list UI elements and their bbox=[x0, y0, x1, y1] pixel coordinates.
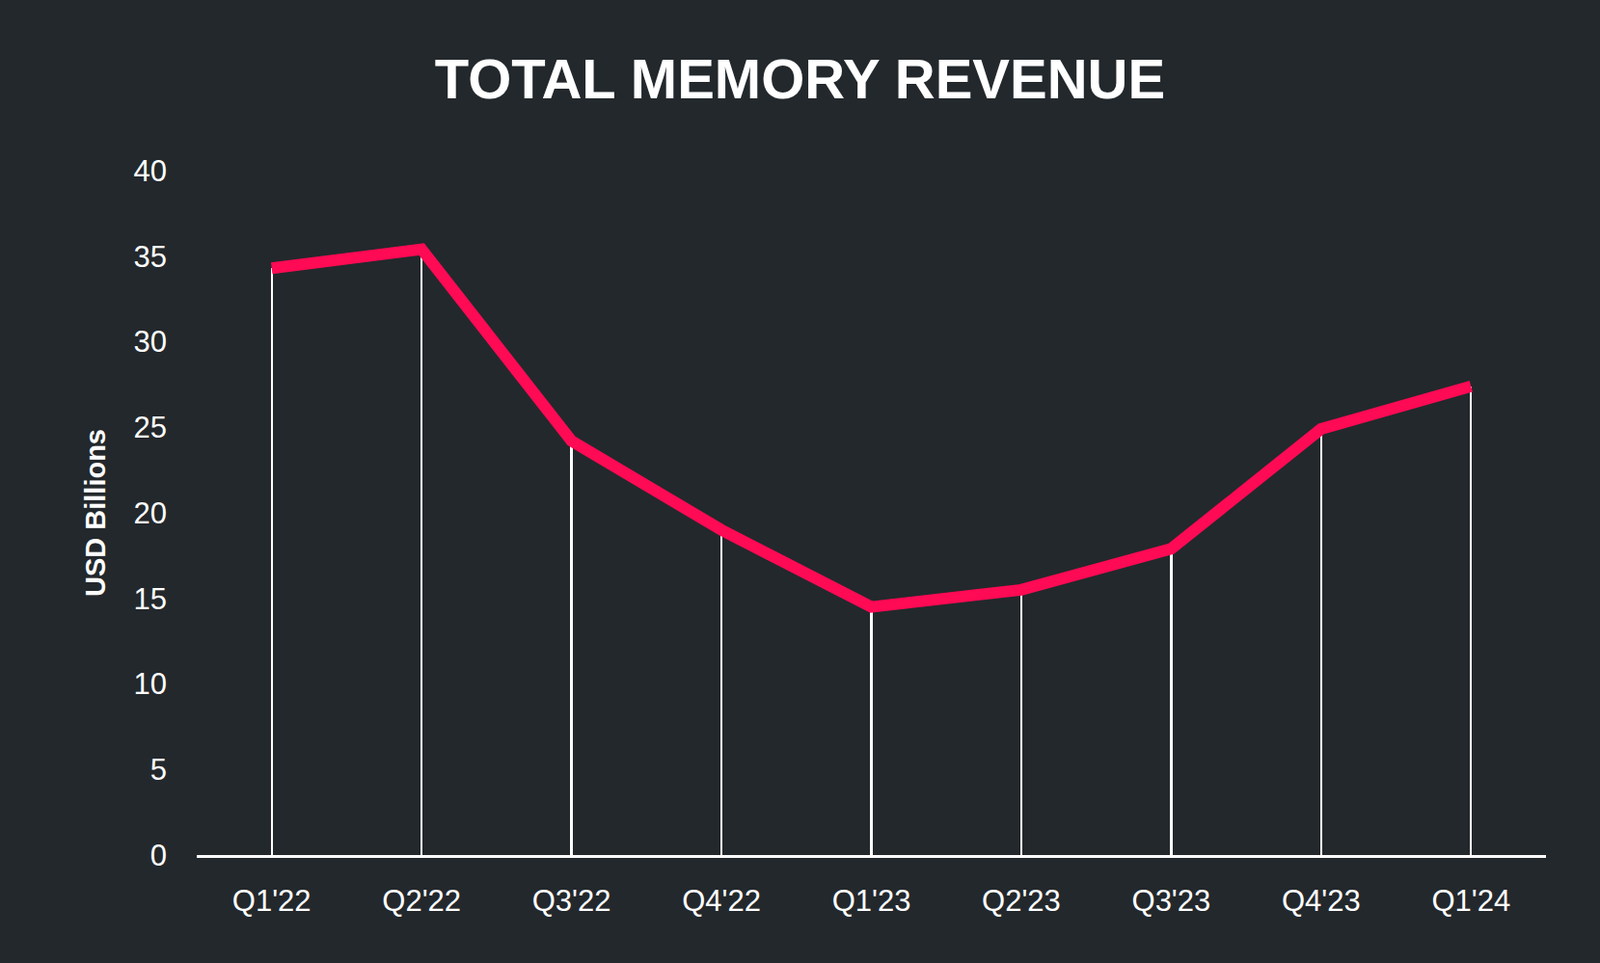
svg-text:Q1'24: Q1'24 bbox=[1431, 884, 1511, 919]
svg-text:Q2'23: Q2'23 bbox=[981, 884, 1061, 919]
svg-text:30: 30 bbox=[134, 325, 167, 359]
svg-text:40: 40 bbox=[134, 154, 167, 189]
svg-text:Q4'22: Q4'22 bbox=[681, 884, 761, 919]
svg-text:0: 0 bbox=[150, 839, 167, 873]
svg-text:15: 15 bbox=[134, 582, 167, 617]
svg-text:TOTAL MEMORY REVENUE: TOTAL MEMORY REVENUE bbox=[434, 47, 1166, 110]
svg-text:Q2'22: Q2'22 bbox=[381, 884, 462, 919]
svg-text:25: 25 bbox=[134, 410, 167, 445]
svg-text:Q1'23: Q1'23 bbox=[832, 884, 912, 919]
svg-text:Q1'22: Q1'22 bbox=[232, 884, 312, 919]
svg-text:5: 5 bbox=[150, 753, 167, 787]
svg-text:20: 20 bbox=[134, 496, 167, 531]
svg-text:Q4'23: Q4'23 bbox=[1281, 884, 1361, 919]
svg-text:Q3'23: Q3'23 bbox=[1132, 884, 1212, 919]
svg-text:USD Billions: USD Billions bbox=[80, 429, 111, 597]
svg-text:10: 10 bbox=[134, 667, 167, 702]
svg-text:35: 35 bbox=[134, 240, 167, 274]
svg-text:Q3'22: Q3'22 bbox=[532, 884, 612, 919]
